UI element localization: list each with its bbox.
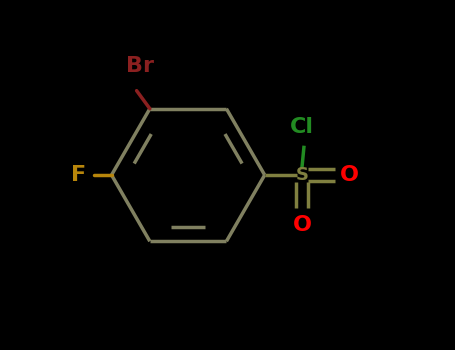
Text: S: S (295, 166, 308, 184)
Text: O: O (339, 165, 359, 185)
Text: Br: Br (126, 56, 154, 76)
Text: F: F (71, 165, 86, 185)
Text: Cl: Cl (290, 117, 314, 137)
Text: O: O (293, 215, 311, 235)
